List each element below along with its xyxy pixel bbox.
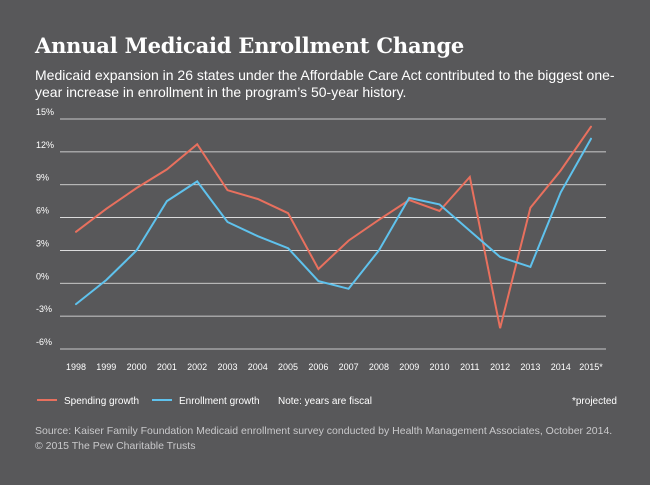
x-tick-label: 2006	[308, 362, 328, 372]
x-tick-label: 2004	[248, 362, 268, 372]
y-tick-label: 0%	[36, 271, 49, 281]
series-layer	[75, 125, 592, 329]
legend-spending-label: Spending growth	[64, 396, 140, 407]
y-tick-label: 3%	[36, 238, 49, 248]
x-tick-label: 2009	[399, 362, 419, 372]
x-tick-label: 2000	[127, 362, 147, 372]
grid-layer	[60, 118, 606, 350]
source-note: Source: Kaiser Family Foundation Medicai…	[35, 424, 635, 454]
source-line: Source: Kaiser Family Foundation Medicai…	[35, 425, 613, 437]
legend: Spending growth Enrollment growth Note: …	[37, 396, 617, 412]
legend-enrollment-label: Enrollment growth	[179, 396, 260, 407]
x-tick-label: 2015*	[579, 362, 603, 372]
x-tick-label: 1999	[96, 362, 116, 372]
projected-footnote: *projected	[571, 396, 617, 407]
legend-note: Note: years are fiscal	[278, 396, 372, 407]
legend-enrollment-swatch	[152, 399, 172, 402]
x-tick-label: 2008	[369, 362, 389, 372]
x-tick-label: 2002	[187, 362, 207, 372]
y-tick-label: 12%	[36, 140, 54, 150]
x-tick-label: 2003	[217, 362, 237, 372]
y-axis-ticks: 15% 12% 9% 6% 3% 0% -3% -6%	[36, 107, 54, 347]
x-tick-label: 2005	[278, 362, 298, 372]
spending-growth-line	[75, 125, 592, 329]
x-tick-label: 2014	[551, 362, 571, 372]
chart-subtitle: Medicaid expansion in 26 states under th…	[35, 67, 615, 100]
x-tick-label: 1998	[66, 362, 86, 372]
legend-spending-swatch	[37, 399, 57, 402]
y-tick-label: -3%	[36, 304, 52, 314]
legend-enrollment: Enrollment growth	[152, 396, 260, 407]
y-tick-label: 6%	[36, 206, 49, 216]
copyright-line: © 2015 The Pew Charitable Trusts	[35, 440, 196, 452]
enrollment-growth-line	[75, 137, 592, 306]
x-tick-label: 2012	[490, 362, 510, 372]
y-tick-label: 15%	[36, 107, 54, 117]
y-tick-label: -6%	[36, 337, 52, 347]
chart-title: Annual Medicaid Enrollment Change	[35, 33, 465, 58]
x-tick-label: 2011	[460, 362, 479, 372]
x-axis-ticks: 1998 1999 2000 2001 2002 2003 2004 2005 2006 2007…	[66, 362, 603, 372]
x-tick-label: 2010	[430, 362, 450, 372]
x-tick-label: 2007	[339, 362, 359, 372]
y-tick-label: 9%	[36, 173, 49, 183]
x-tick-label: 2013	[520, 362, 540, 372]
legend-spending: Spending growth	[37, 396, 139, 407]
x-tick-label: 2001	[157, 362, 177, 372]
